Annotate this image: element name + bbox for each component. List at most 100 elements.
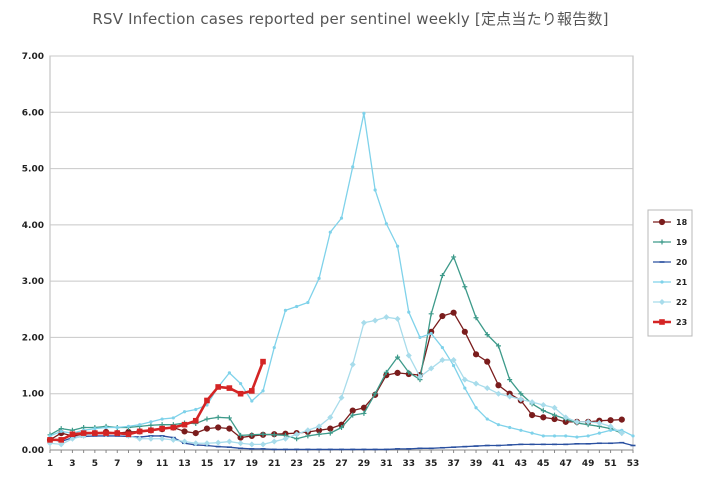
data-point (360, 319, 367, 326)
data-point (126, 424, 131, 428)
data-point (518, 391, 524, 397)
data-point (416, 373, 423, 380)
x-tick-label: 25 (313, 459, 326, 469)
chart-title: RSV Infection cases reported per sentine… (92, 10, 609, 28)
data-point (383, 369, 389, 375)
data-point (260, 358, 266, 365)
series-21 (48, 111, 635, 439)
y-tick-label: 2.00 (22, 333, 44, 343)
data-point (395, 244, 400, 248)
data-point (529, 399, 536, 406)
data-point (249, 388, 255, 394)
data-point (203, 425, 211, 432)
legend-box (647, 209, 693, 337)
data-point (261, 389, 265, 393)
data-point (80, 430, 87, 436)
data-point (227, 371, 231, 375)
data-point (192, 417, 199, 424)
data-point (372, 391, 378, 397)
data-point (226, 385, 233, 391)
data-point (170, 436, 177, 443)
data-point (394, 315, 401, 322)
data-point (439, 273, 445, 279)
data-point (452, 363, 456, 368)
x-tick-label: 49 (582, 459, 595, 469)
data-point (575, 435, 579, 439)
x-tick-label: 51 (604, 459, 617, 469)
x-tick-label: 35 (425, 459, 438, 469)
x-tick-label: 43 (515, 459, 528, 469)
data-point (93, 427, 97, 431)
data-point (350, 412, 356, 418)
data-point (295, 304, 299, 309)
data-point (215, 384, 221, 390)
data-point (115, 425, 119, 430)
data-point (528, 412, 536, 419)
data-point (506, 393, 513, 400)
data-point (608, 428, 613, 432)
data-point (125, 431, 132, 438)
data-point (204, 416, 210, 422)
data-point (59, 429, 63, 434)
x-tick-label: 53 (627, 459, 640, 469)
x-tick-label: 15 (201, 459, 214, 469)
x-tick-label: 23 (290, 459, 303, 469)
data-point (159, 435, 166, 442)
data-point (429, 331, 433, 336)
data-point (283, 308, 288, 313)
x-tick-label: 11 (156, 459, 169, 469)
data-point (316, 431, 322, 437)
data-point (349, 407, 356, 414)
x-tick-label: 9 (137, 459, 143, 469)
data-point (238, 381, 243, 386)
data-point (659, 299, 665, 305)
x-tick-label: 21 (268, 459, 281, 469)
legend-label: 21 (676, 278, 688, 287)
legend-entry-19: 19 (653, 238, 688, 247)
data-point (384, 222, 388, 226)
data-point (349, 361, 356, 368)
data-point (69, 435, 76, 442)
data-point (473, 380, 480, 387)
x-tick-label: 37 (447, 459, 460, 469)
data-point (496, 423, 501, 427)
data-point (249, 432, 255, 438)
data-point (328, 230, 332, 234)
data-point (418, 335, 422, 340)
data-point (226, 438, 233, 445)
data-point (562, 414, 569, 421)
x-tick-label: 39 (470, 459, 483, 469)
x-tick-label: 13 (178, 459, 191, 469)
x-tick-label: 3 (69, 459, 75, 469)
data-point (472, 351, 480, 358)
data-point (552, 412, 558, 418)
data-point (631, 434, 635, 438)
data-point (148, 427, 154, 434)
series-22 (47, 314, 625, 448)
data-point (138, 423, 142, 427)
data-point (338, 394, 345, 401)
data-point (182, 410, 187, 414)
x-tick-label: 19 (246, 459, 259, 469)
data-point (439, 312, 446, 320)
data-point (181, 428, 188, 435)
data-point (361, 410, 367, 416)
data-point (485, 417, 489, 421)
data-point (170, 424, 177, 431)
data-point (226, 425, 233, 432)
plot-area (49, 55, 634, 451)
data-point (564, 434, 568, 438)
data-point (451, 254, 457, 260)
data-point (69, 431, 76, 438)
data-point (192, 440, 199, 447)
data-point (659, 239, 665, 245)
data-point (204, 397, 210, 404)
data-point (305, 433, 311, 439)
legend-label: 19 (676, 238, 688, 247)
x-tick-label: 29 (358, 459, 371, 469)
data-point (92, 430, 98, 436)
x-tick-label: 1 (47, 459, 53, 469)
data-point (462, 284, 468, 290)
data-point (585, 418, 592, 425)
